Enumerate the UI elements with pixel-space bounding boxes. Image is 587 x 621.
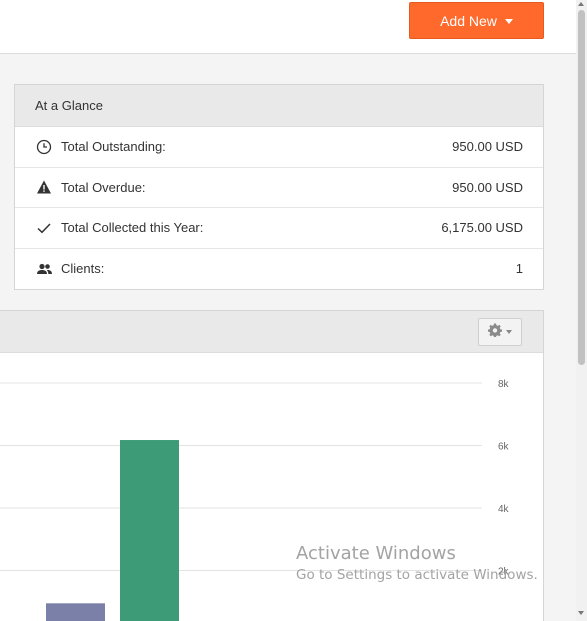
top-bar: Add New [0, 0, 576, 54]
glance-row-outstanding: Total Outstanding: 950.00 USD [15, 127, 543, 168]
glance-row-collected: Total Collected this Year: 6,175.00 USD [15, 208, 543, 249]
bar-chart: 8k 6k 4k 2k [0, 379, 510, 621]
chart-settings-button[interactable] [478, 318, 522, 346]
y-tick-label: 4k [498, 504, 510, 515]
chart-header [0, 311, 543, 353]
glance-row-label: Total Outstanding: [61, 139, 166, 155]
add-new-button[interactable]: Add New [409, 2, 544, 39]
glance-row-label: Clients: [61, 261, 105, 277]
vertical-scrollbar[interactable] [576, 0, 587, 621]
glance-row-value: 1 [515, 261, 523, 277]
users-icon [35, 260, 53, 278]
chevron-down-icon [504, 19, 513, 24]
scroll-thumb[interactable] [578, 10, 585, 365]
at-a-glance-panel: At a Glance Total Outstanding: 950.00 US… [14, 84, 544, 290]
scroll-down-arrow-icon[interactable] [578, 611, 584, 615]
at-a-glance-header: At a Glance [15, 85, 543, 127]
add-new-label: Add New [440, 12, 497, 29]
checkmark-icon [35, 219, 53, 237]
y-tick-label: 8k [498, 379, 510, 390]
chart-bar[interactable] [120, 440, 179, 621]
glance-row-clients: Clients: 1 [15, 249, 543, 290]
at-a-glance-title: At a Glance [35, 98, 103, 113]
gear-icon [488, 323, 502, 342]
chart-panel: 8k 6k 4k 2k [0, 310, 544, 621]
warning-icon [35, 178, 53, 196]
y-tick-label: 2k [498, 567, 510, 578]
glance-row-label: Total Overdue: [61, 179, 146, 195]
glance-row-value: 6,175.00 USD [441, 220, 523, 236]
glance-row-value: 950.00 USD [452, 139, 523, 155]
glance-row-overdue: Total Overdue: 950.00 USD [15, 168, 543, 208]
chevron-down-icon [506, 330, 512, 334]
glance-row-label: Total Collected this Year: [61, 220, 204, 236]
clock-icon [35, 138, 53, 156]
glance-row-value: 950.00 USD [452, 179, 523, 195]
y-tick-label: 6k [498, 442, 510, 453]
scroll-up-arrow-icon[interactable] [578, 2, 584, 6]
chart-bar[interactable] [46, 603, 105, 621]
